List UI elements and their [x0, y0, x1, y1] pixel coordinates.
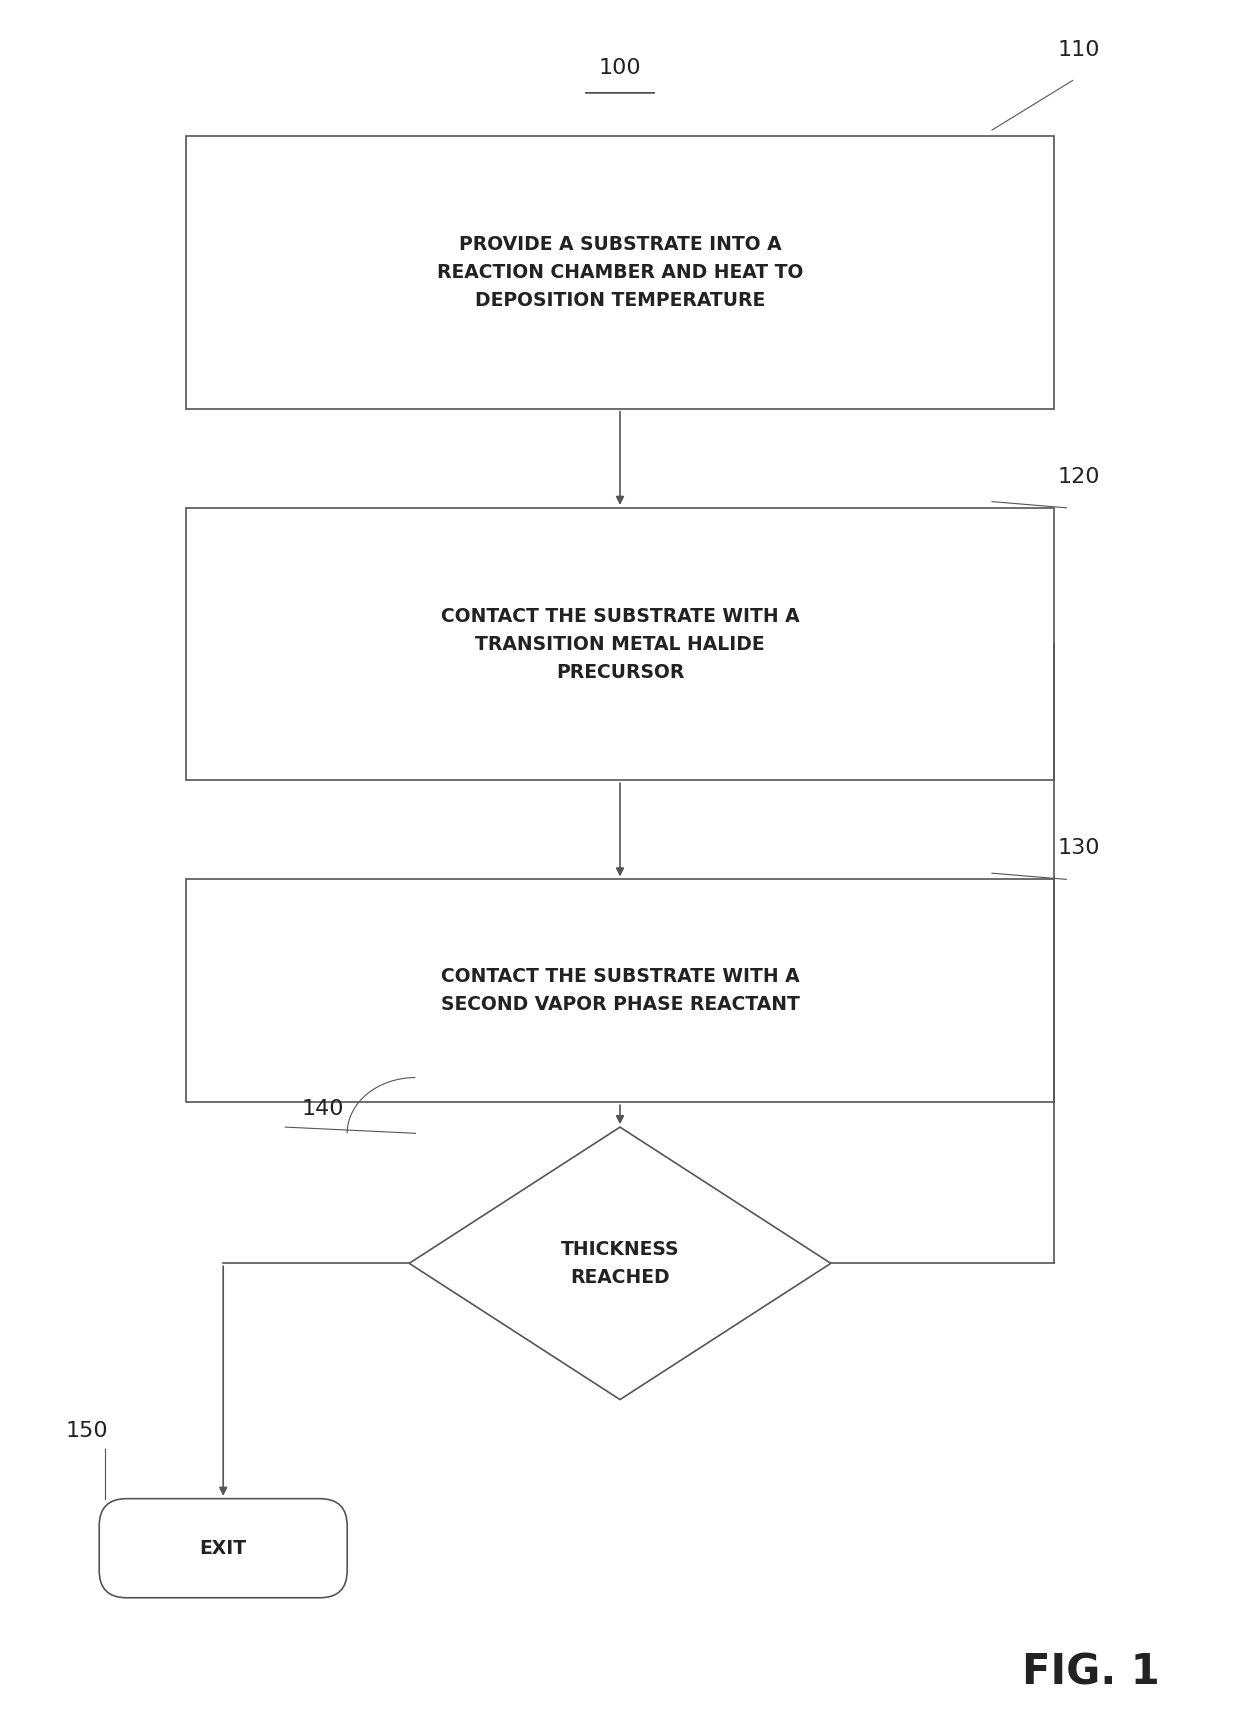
FancyBboxPatch shape — [186, 508, 1054, 780]
Text: PROVIDE A SUBSTRATE INTO A
REACTION CHAMBER AND HEAT TO
DEPOSITION TEMPERATURE: PROVIDE A SUBSTRATE INTO A REACTION CHAM… — [436, 236, 804, 310]
Text: CONTACT THE SUBSTRATE WITH A
TRANSITION METAL HALIDE
PRECURSOR: CONTACT THE SUBSTRATE WITH A TRANSITION … — [440, 607, 800, 681]
Text: 110: 110 — [1058, 40, 1100, 59]
Text: EXIT: EXIT — [200, 1538, 247, 1557]
Text: 130: 130 — [1058, 839, 1100, 858]
FancyBboxPatch shape — [186, 879, 1054, 1103]
Text: THICKNESS
REACHED: THICKNESS REACHED — [560, 1240, 680, 1287]
Text: 100: 100 — [599, 59, 641, 78]
Text: CONTACT THE SUBSTRATE WITH A
SECOND VAPOR PHASE REACTANT: CONTACT THE SUBSTRATE WITH A SECOND VAPO… — [440, 968, 800, 1014]
FancyBboxPatch shape — [99, 1498, 347, 1597]
FancyBboxPatch shape — [186, 137, 1054, 409]
Text: 140: 140 — [301, 1099, 343, 1118]
Polygon shape — [409, 1127, 831, 1399]
Text: 120: 120 — [1058, 466, 1100, 487]
Text: FIG. 1: FIG. 1 — [1022, 1651, 1161, 1692]
Text: 150: 150 — [66, 1420, 108, 1441]
